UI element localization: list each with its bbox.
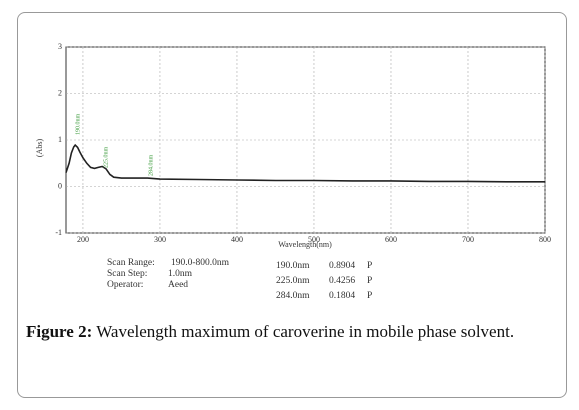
x-tick-label: 600 [385, 235, 397, 244]
y-tick-label: 1 [58, 135, 62, 144]
x-tick-label: 800 [539, 235, 551, 244]
scan-info-value: 1.0nm [168, 269, 193, 279]
caption-label: Figure 2: [26, 322, 93, 341]
figure-frame [17, 12, 567, 398]
peak-annotation: 190.0nm [75, 114, 81, 136]
scan-info-key: Scan Range: [107, 258, 155, 268]
y-tick-label: 2 [58, 88, 62, 97]
x-tick-label: 300 [154, 235, 166, 244]
peak-absorbance: 0.4256 [329, 276, 356, 286]
spectrum-line [65, 143, 545, 183]
peak-annotation: 284.0nm [148, 155, 154, 177]
peak-type: P [367, 276, 373, 286]
y-tick-label: -1 [55, 228, 62, 237]
x-tick-label: 200 [77, 235, 89, 244]
caption: Figure 2: Wavelength maximum of caroveri… [26, 320, 562, 343]
scan-info-key: Operator: [107, 280, 144, 290]
peak-type: P [367, 261, 373, 271]
y-tick-label: 3 [58, 42, 62, 51]
x-tick-label: 400 [231, 235, 243, 244]
peak-wavelength: 190.0nm [276, 261, 310, 271]
peak-wavelength: 284.0nm [276, 291, 310, 301]
scan-info-key: Scan Step: [107, 269, 148, 279]
peak-absorbance: 0.8904 [329, 261, 356, 271]
y-tick-label: 0 [58, 181, 62, 190]
scan-info-value: 190.0-800.0nm [171, 258, 230, 268]
plot-area [65, 46, 546, 234]
caption-text: Wavelength maximum of caroverine in mobi… [96, 322, 515, 341]
y-axis-label: (Abs) [35, 139, 44, 158]
peak-annotation: 225.0nm [103, 147, 109, 169]
peak-type: P [367, 291, 373, 301]
x-tick-label: 500 [308, 235, 320, 244]
x-axis-label: Wavelength(nm) [278, 240, 332, 249]
peak-wavelength: 225.0nm [276, 276, 310, 286]
scan-info-value: Aeed [168, 280, 189, 290]
x-tick-label: 700 [462, 235, 474, 244]
chart: 200 300 400 500 600 700 800 -1 0 1 2 3 Wavelength(nm… [35, 42, 551, 249]
peak-absorbance: 0.1804 [329, 291, 356, 301]
